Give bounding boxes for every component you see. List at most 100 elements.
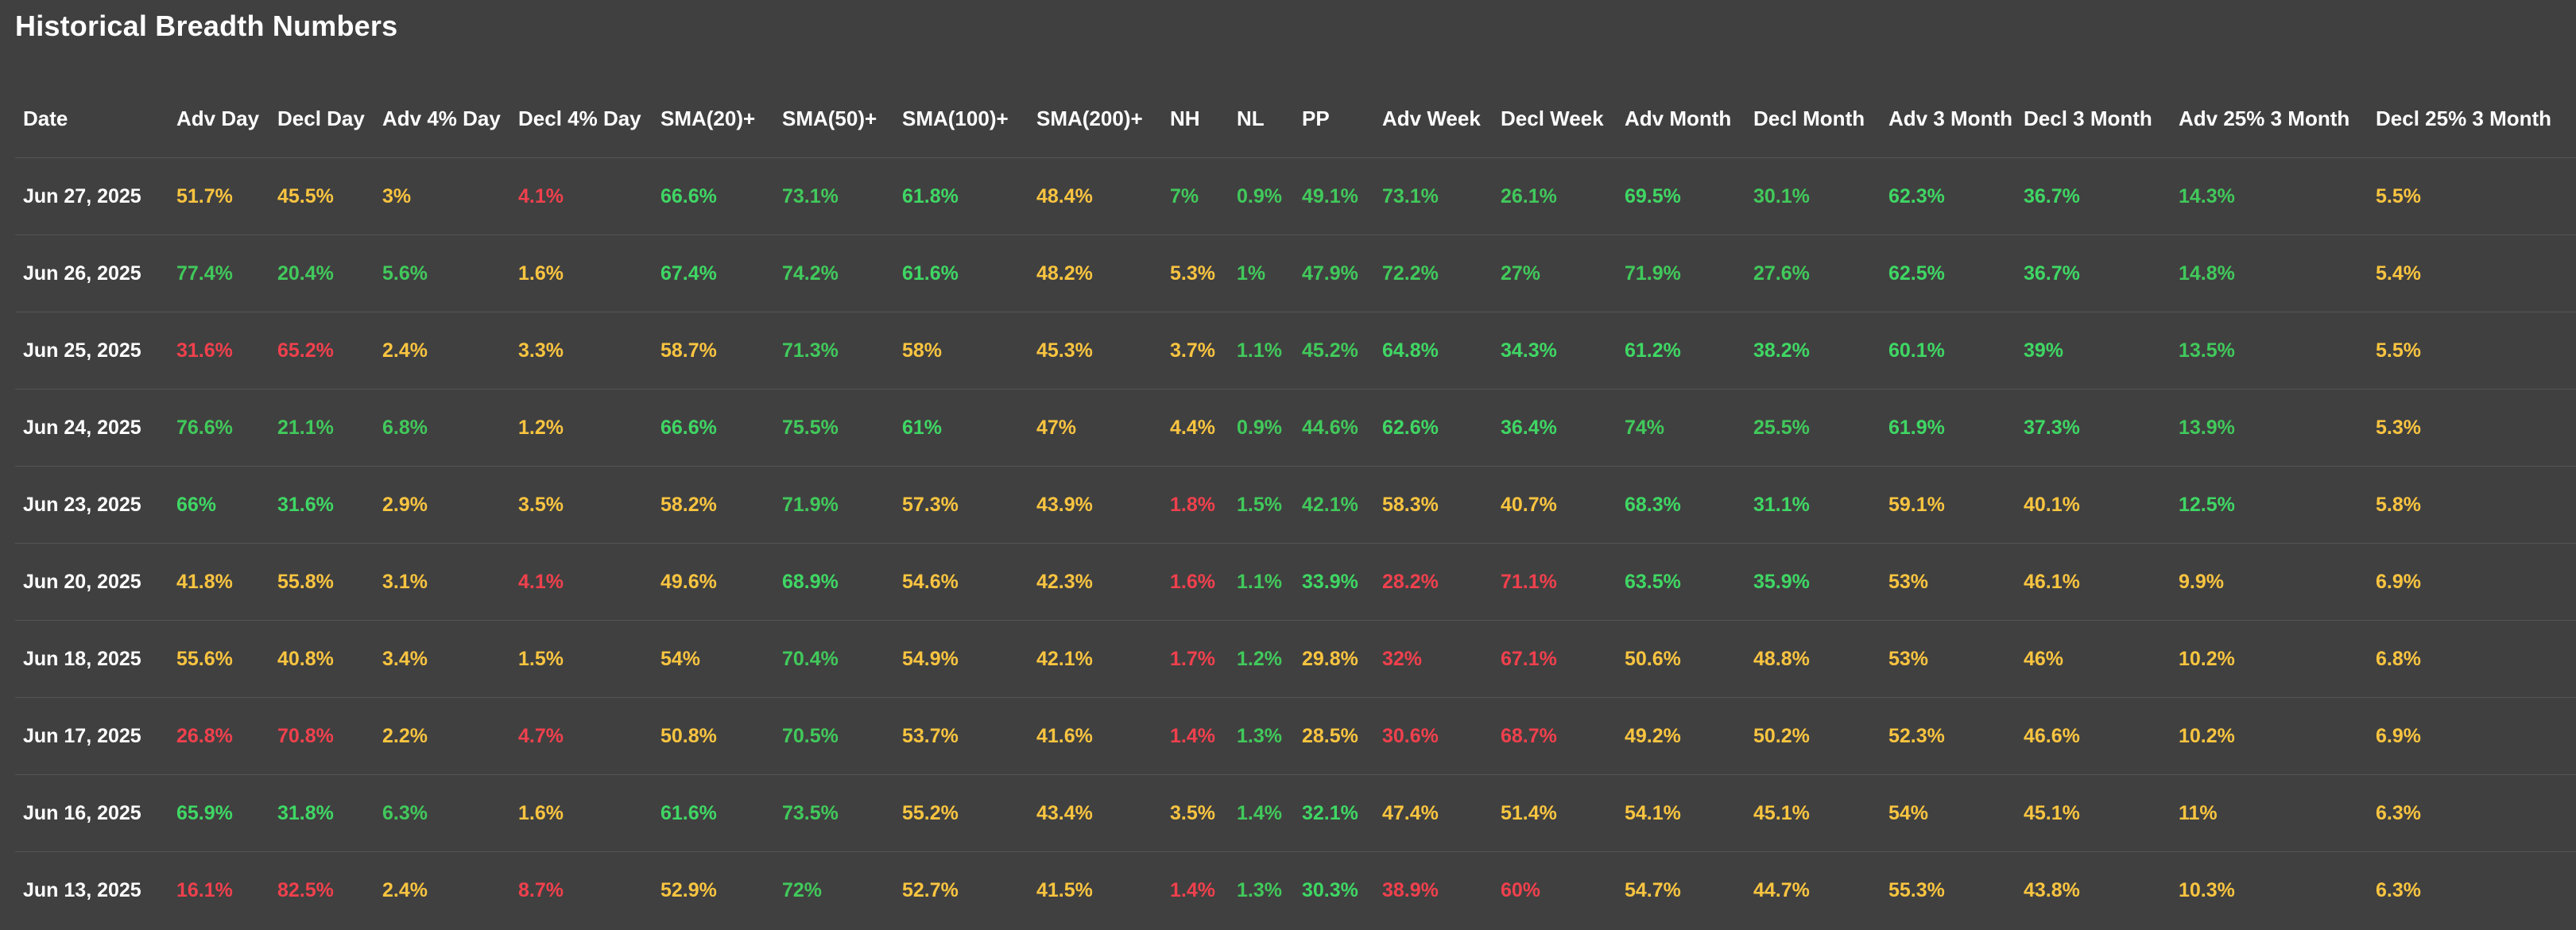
table-cell: 42.1% — [1028, 620, 1162, 698]
table-cell: 60% — [1501, 878, 1541, 901]
row-date: Jun 25, 2025 — [15, 312, 169, 389]
column-header[interactable]: Date — [15, 79, 169, 158]
table-cell: 50.2% — [1745, 697, 1881, 775]
column-header[interactable]: SMA(200)+ — [1028, 79, 1162, 158]
table-cell: 62.6% — [1374, 389, 1493, 467]
table-cell: 52.9% — [660, 878, 717, 901]
table-row: Jun 13, 2025 16.1% 82.5% 2.4% 8.7% 52.9% 72% 52… — [15, 852, 2576, 929]
column-header[interactable]: Adv 3 Month — [1881, 79, 2016, 158]
table-cell: 63.5% — [1617, 543, 1745, 621]
table-cell: 3% — [374, 157, 510, 235]
table-cell: 31.6% — [269, 466, 374, 544]
table-cell: 11% — [2171, 774, 2368, 852]
table-cell: 2.2% — [374, 697, 510, 775]
table-cell: 77.4% — [169, 234, 269, 312]
column-header[interactable]: SMA(20)+ — [653, 79, 774, 158]
table-cell: 68.7% — [1493, 697, 1617, 775]
column-header[interactable]: Decl 4% Day — [510, 79, 653, 158]
table-cell: 54.9% — [894, 620, 1028, 698]
table-cell: 75.5% — [774, 389, 894, 467]
column-header[interactable]: NL — [1229, 79, 1294, 158]
table-cell: 66% — [169, 466, 269, 544]
table-cell: 13.9% — [2171, 389, 2368, 467]
table-cell: 47.9% — [1294, 234, 1374, 312]
table-cell: 1.1% — [1229, 312, 1294, 389]
table-cell: 45.5% — [269, 157, 374, 235]
table-cell: 0.9% — [1229, 389, 1294, 467]
table-cell: 1.2% — [510, 389, 653, 467]
column-header[interactable]: PP — [1294, 79, 1374, 158]
table-cell: 35.9% — [1745, 543, 1881, 621]
table-cell: 31.6% — [169, 312, 269, 389]
table-cell: 43.9% — [1028, 466, 1162, 544]
table-cell: 61.2% — [1617, 312, 1745, 389]
table-cell: 51.7% — [169, 157, 269, 235]
column-header[interactable]: Decl 3 Month — [2016, 79, 2171, 158]
column-header[interactable]: SMA(100)+ — [894, 79, 1028, 158]
table-cell: 6.3% — [2376, 878, 2421, 901]
table-cell: 71.3% — [774, 312, 894, 389]
table-cell: 40.8% — [269, 620, 374, 698]
table-cell: 48.8% — [1745, 620, 1881, 698]
column-header[interactable]: Decl Month — [1745, 79, 1881, 158]
table-cell: 14.8% — [2171, 234, 2368, 312]
table-cell: 42.1% — [1294, 466, 1374, 544]
column-header[interactable]: Adv Week — [1374, 79, 1493, 158]
table-cell: 2.9% — [374, 466, 510, 544]
table-cell: 28.5% — [1294, 697, 1374, 775]
column-header[interactable]: Adv 4% Day — [374, 79, 510, 158]
table-cell: 3.1% — [374, 543, 510, 621]
column-header[interactable]: NH — [1162, 79, 1229, 158]
table-cell: 10.2% — [2171, 697, 2368, 775]
table-cell: 53.7% — [894, 697, 1028, 775]
table-cell: 3.7% — [1162, 312, 1229, 389]
table-cell: 60.1% — [1881, 312, 2016, 389]
row-date: Jun 13, 2025 — [23, 878, 141, 901]
table-row: Jun 27, 2025 51.7% 45.5% 3% 4.1% 66.6% 73.1% 61… — [15, 157, 2576, 235]
table-cell: 3.3% — [510, 312, 653, 389]
table-cell: 1.5% — [1229, 466, 1294, 544]
table-cell: 52.3% — [1881, 697, 2016, 775]
table-cell: 36.7% — [2016, 157, 2171, 235]
table-cell: 61% — [894, 389, 1028, 467]
column-header[interactable]: Adv Month — [1617, 79, 1745, 158]
table-cell: 45.1% — [2016, 774, 2171, 852]
table-cell: 1.3% — [1237, 878, 1282, 901]
page-title: Historical Breadth Numbers — [15, 10, 398, 42]
table-cell: 66.6% — [653, 389, 774, 467]
table-cell: 61.6% — [894, 234, 1028, 312]
table-row: Jun 18, 2025 55.6% 40.8% 3.4% 1.5% 54% 70.4% 54… — [15, 620, 2576, 698]
table-cell: 30.1% — [1745, 157, 1881, 235]
table-cell: 5.3% — [1162, 234, 1229, 312]
column-header[interactable]: Decl 25% 3 Month — [2368, 79, 2576, 158]
table-cell: 64.8% — [1374, 312, 1493, 389]
table-cell: 31.8% — [269, 774, 374, 852]
table-cell: 29.8% — [1294, 620, 1374, 698]
table-cell: 53% — [1881, 620, 2016, 698]
column-header[interactable]: Decl Day — [269, 79, 374, 158]
column-header[interactable]: Adv Day — [169, 79, 269, 158]
table-cell: 2.4% — [382, 878, 428, 901]
table-cell: 7% — [1162, 157, 1229, 235]
table-cell: 71.9% — [1617, 234, 1745, 312]
table-cell: 54% — [1881, 774, 2016, 852]
table-cell: 61.6% — [653, 774, 774, 852]
table-cell: 6.8% — [2368, 620, 2576, 698]
column-header[interactable]: Adv 25% 3 Month — [2171, 79, 2368, 158]
column-header[interactable]: SMA(50)+ — [774, 79, 894, 158]
table-cell: 1.1% — [1229, 543, 1294, 621]
row-date: Jun 17, 2025 — [15, 697, 169, 775]
table-cell: 21.1% — [269, 389, 374, 467]
column-header[interactable]: Decl Week — [1493, 79, 1617, 158]
row-date: Jun 23, 2025 — [15, 466, 169, 544]
table-cell: 6.3% — [374, 774, 510, 852]
table-cell: 30.6% — [1374, 697, 1493, 775]
table-cell: 3.5% — [510, 466, 653, 544]
table-cell: 47% — [1028, 389, 1162, 467]
table-cell: 36.4% — [1493, 389, 1617, 467]
table-cell: 43.4% — [1028, 774, 1162, 852]
table-cell: 72% — [782, 878, 823, 901]
table-cell: 1.6% — [510, 234, 653, 312]
table-cell: 67.1% — [1493, 620, 1617, 698]
table-cell: 51.4% — [1493, 774, 1617, 852]
